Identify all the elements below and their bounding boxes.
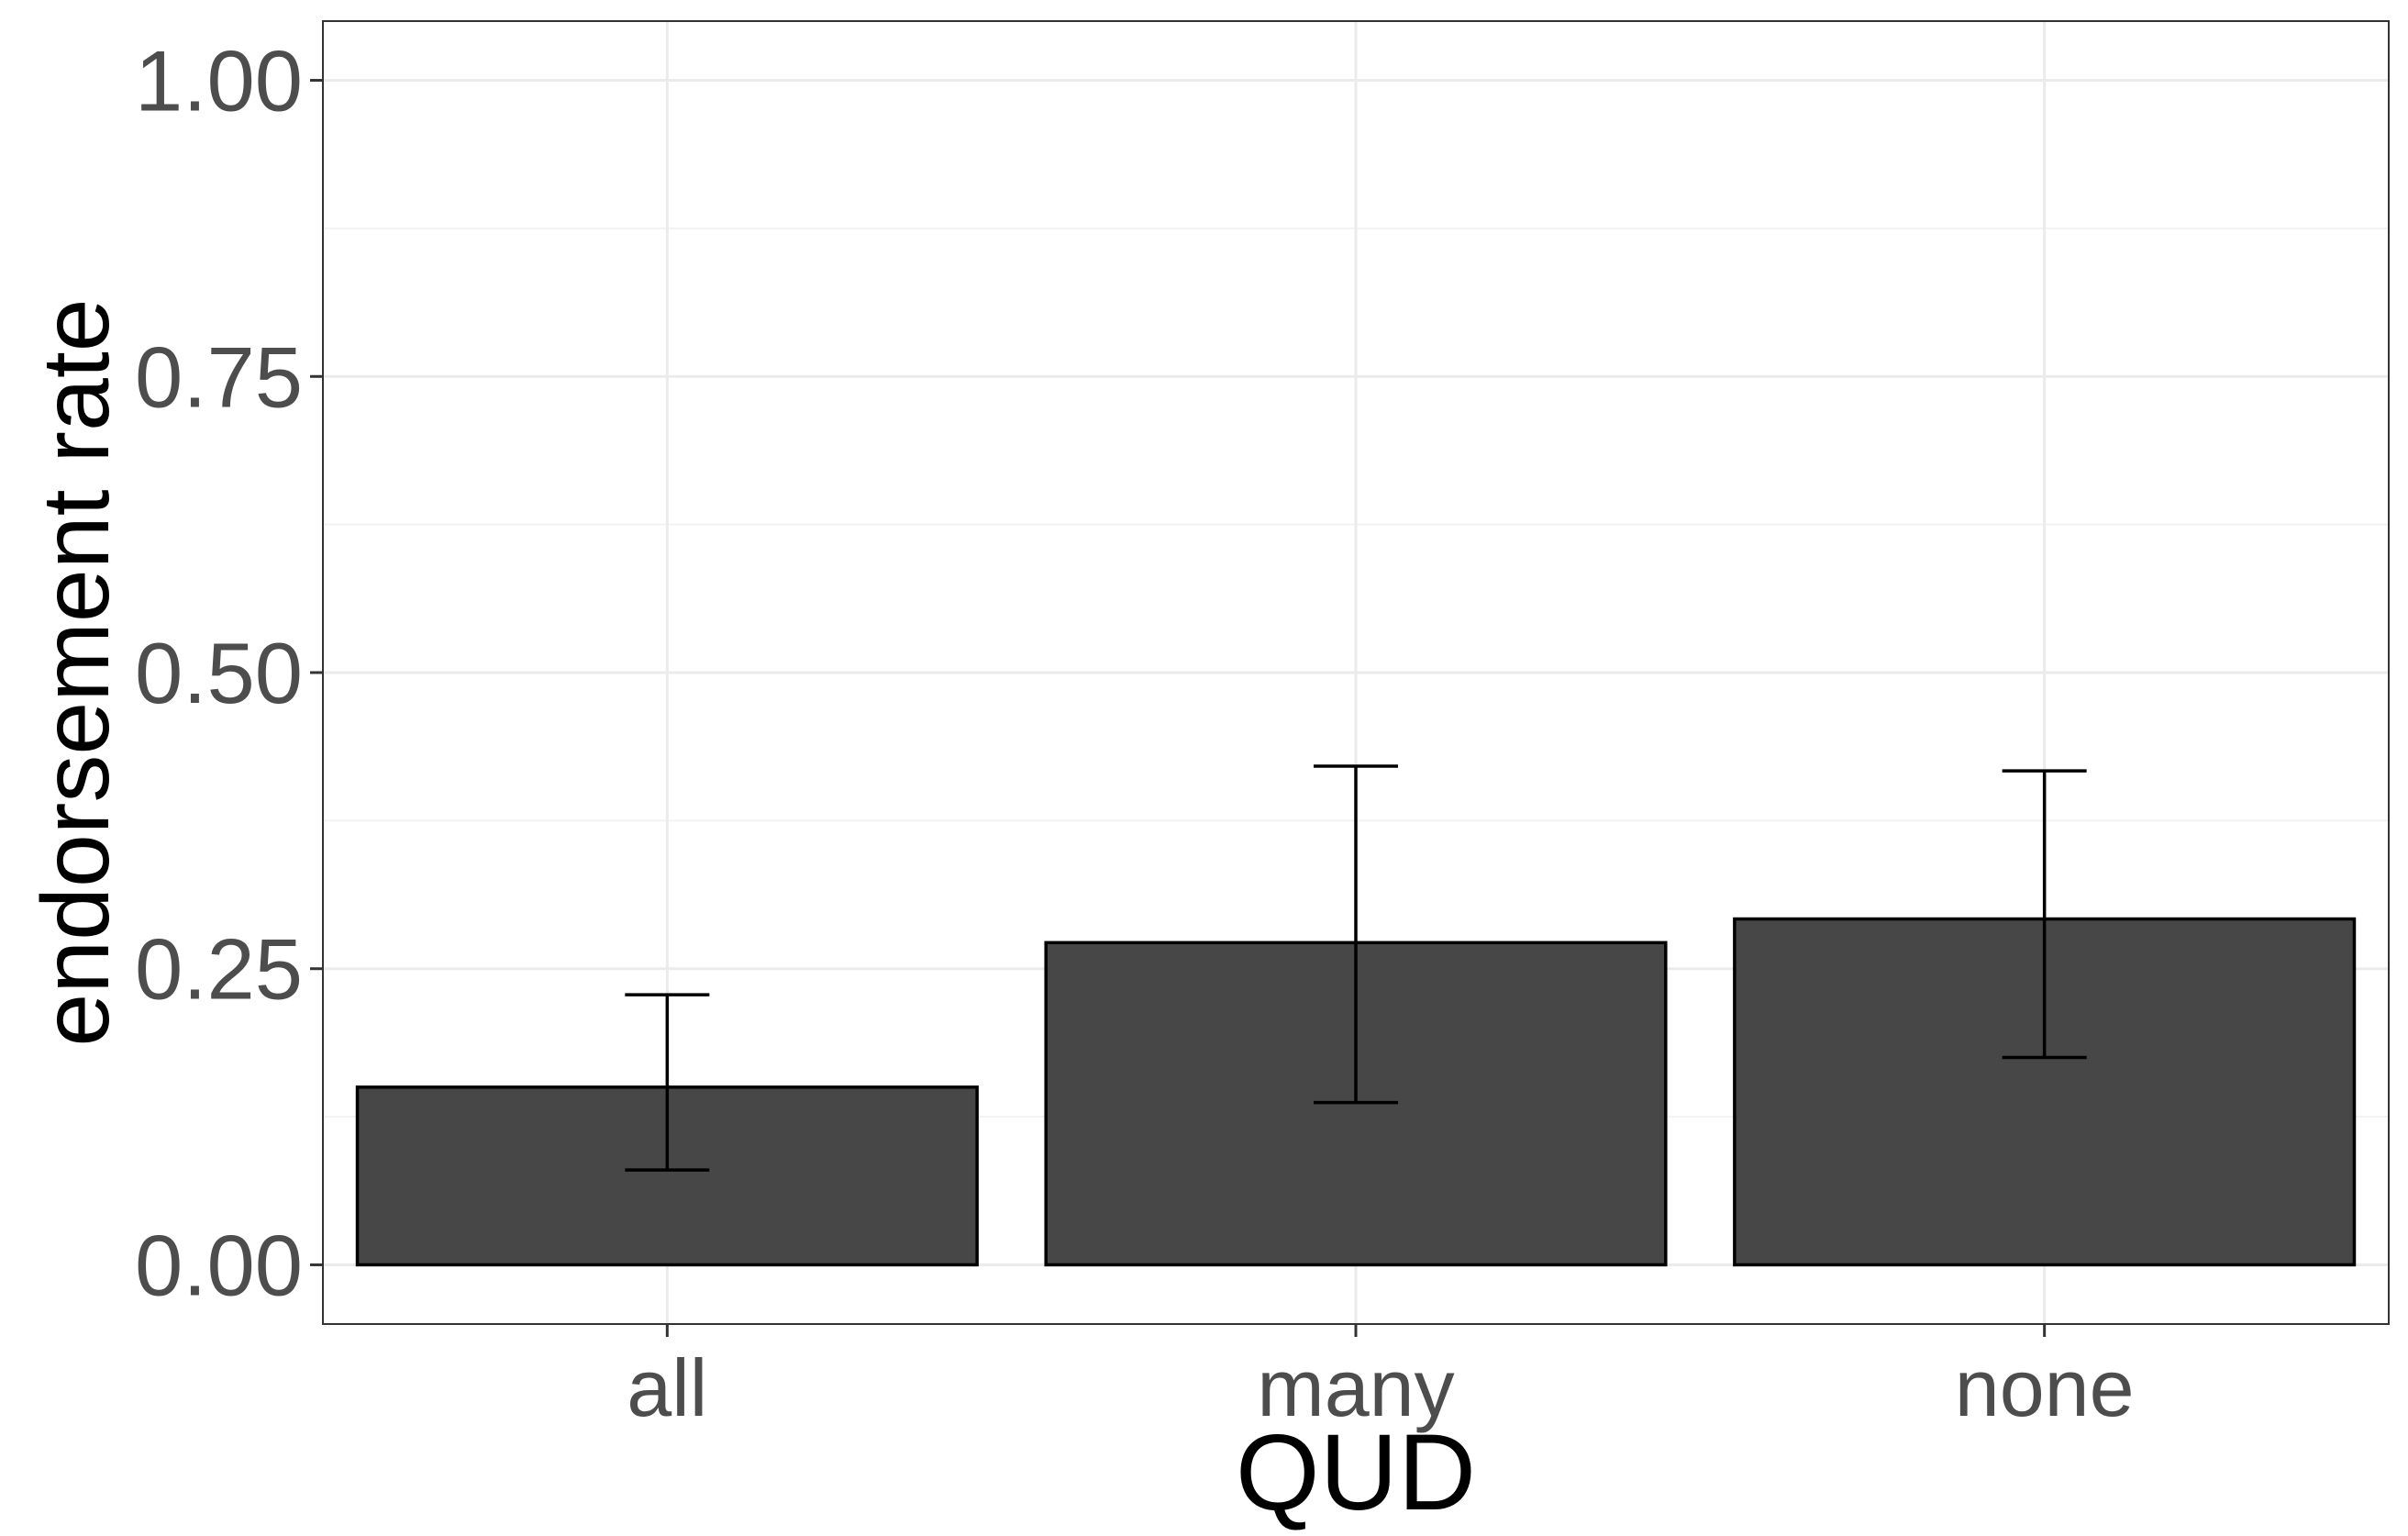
y-tick-label: 1.00 (135, 33, 303, 129)
y-tick-label: 0.50 (135, 625, 303, 721)
error-bar-all (625, 993, 710, 1172)
error-bars (625, 764, 2087, 1172)
y-tick-label: 0.25 (135, 921, 303, 1018)
y-axis-title: endorsement rate (23, 298, 129, 1046)
x-tick-label-many: many (1257, 1342, 1454, 1433)
y-tick-label: 0.75 (135, 328, 303, 425)
error-bar-none (2002, 769, 2087, 1060)
x-tick-label-all: all (627, 1342, 707, 1433)
x-tick-label-none: none (1955, 1342, 2135, 1433)
x-axis-title: QUD (1236, 1412, 1476, 1533)
y-axis: 0.00 0.25 0.50 0.75 1.00 (135, 33, 323, 1313)
x-axis: all many none (627, 1324, 2135, 1433)
error-bar-many (1314, 764, 1398, 1105)
y-tick-label: 0.00 (135, 1217, 303, 1313)
